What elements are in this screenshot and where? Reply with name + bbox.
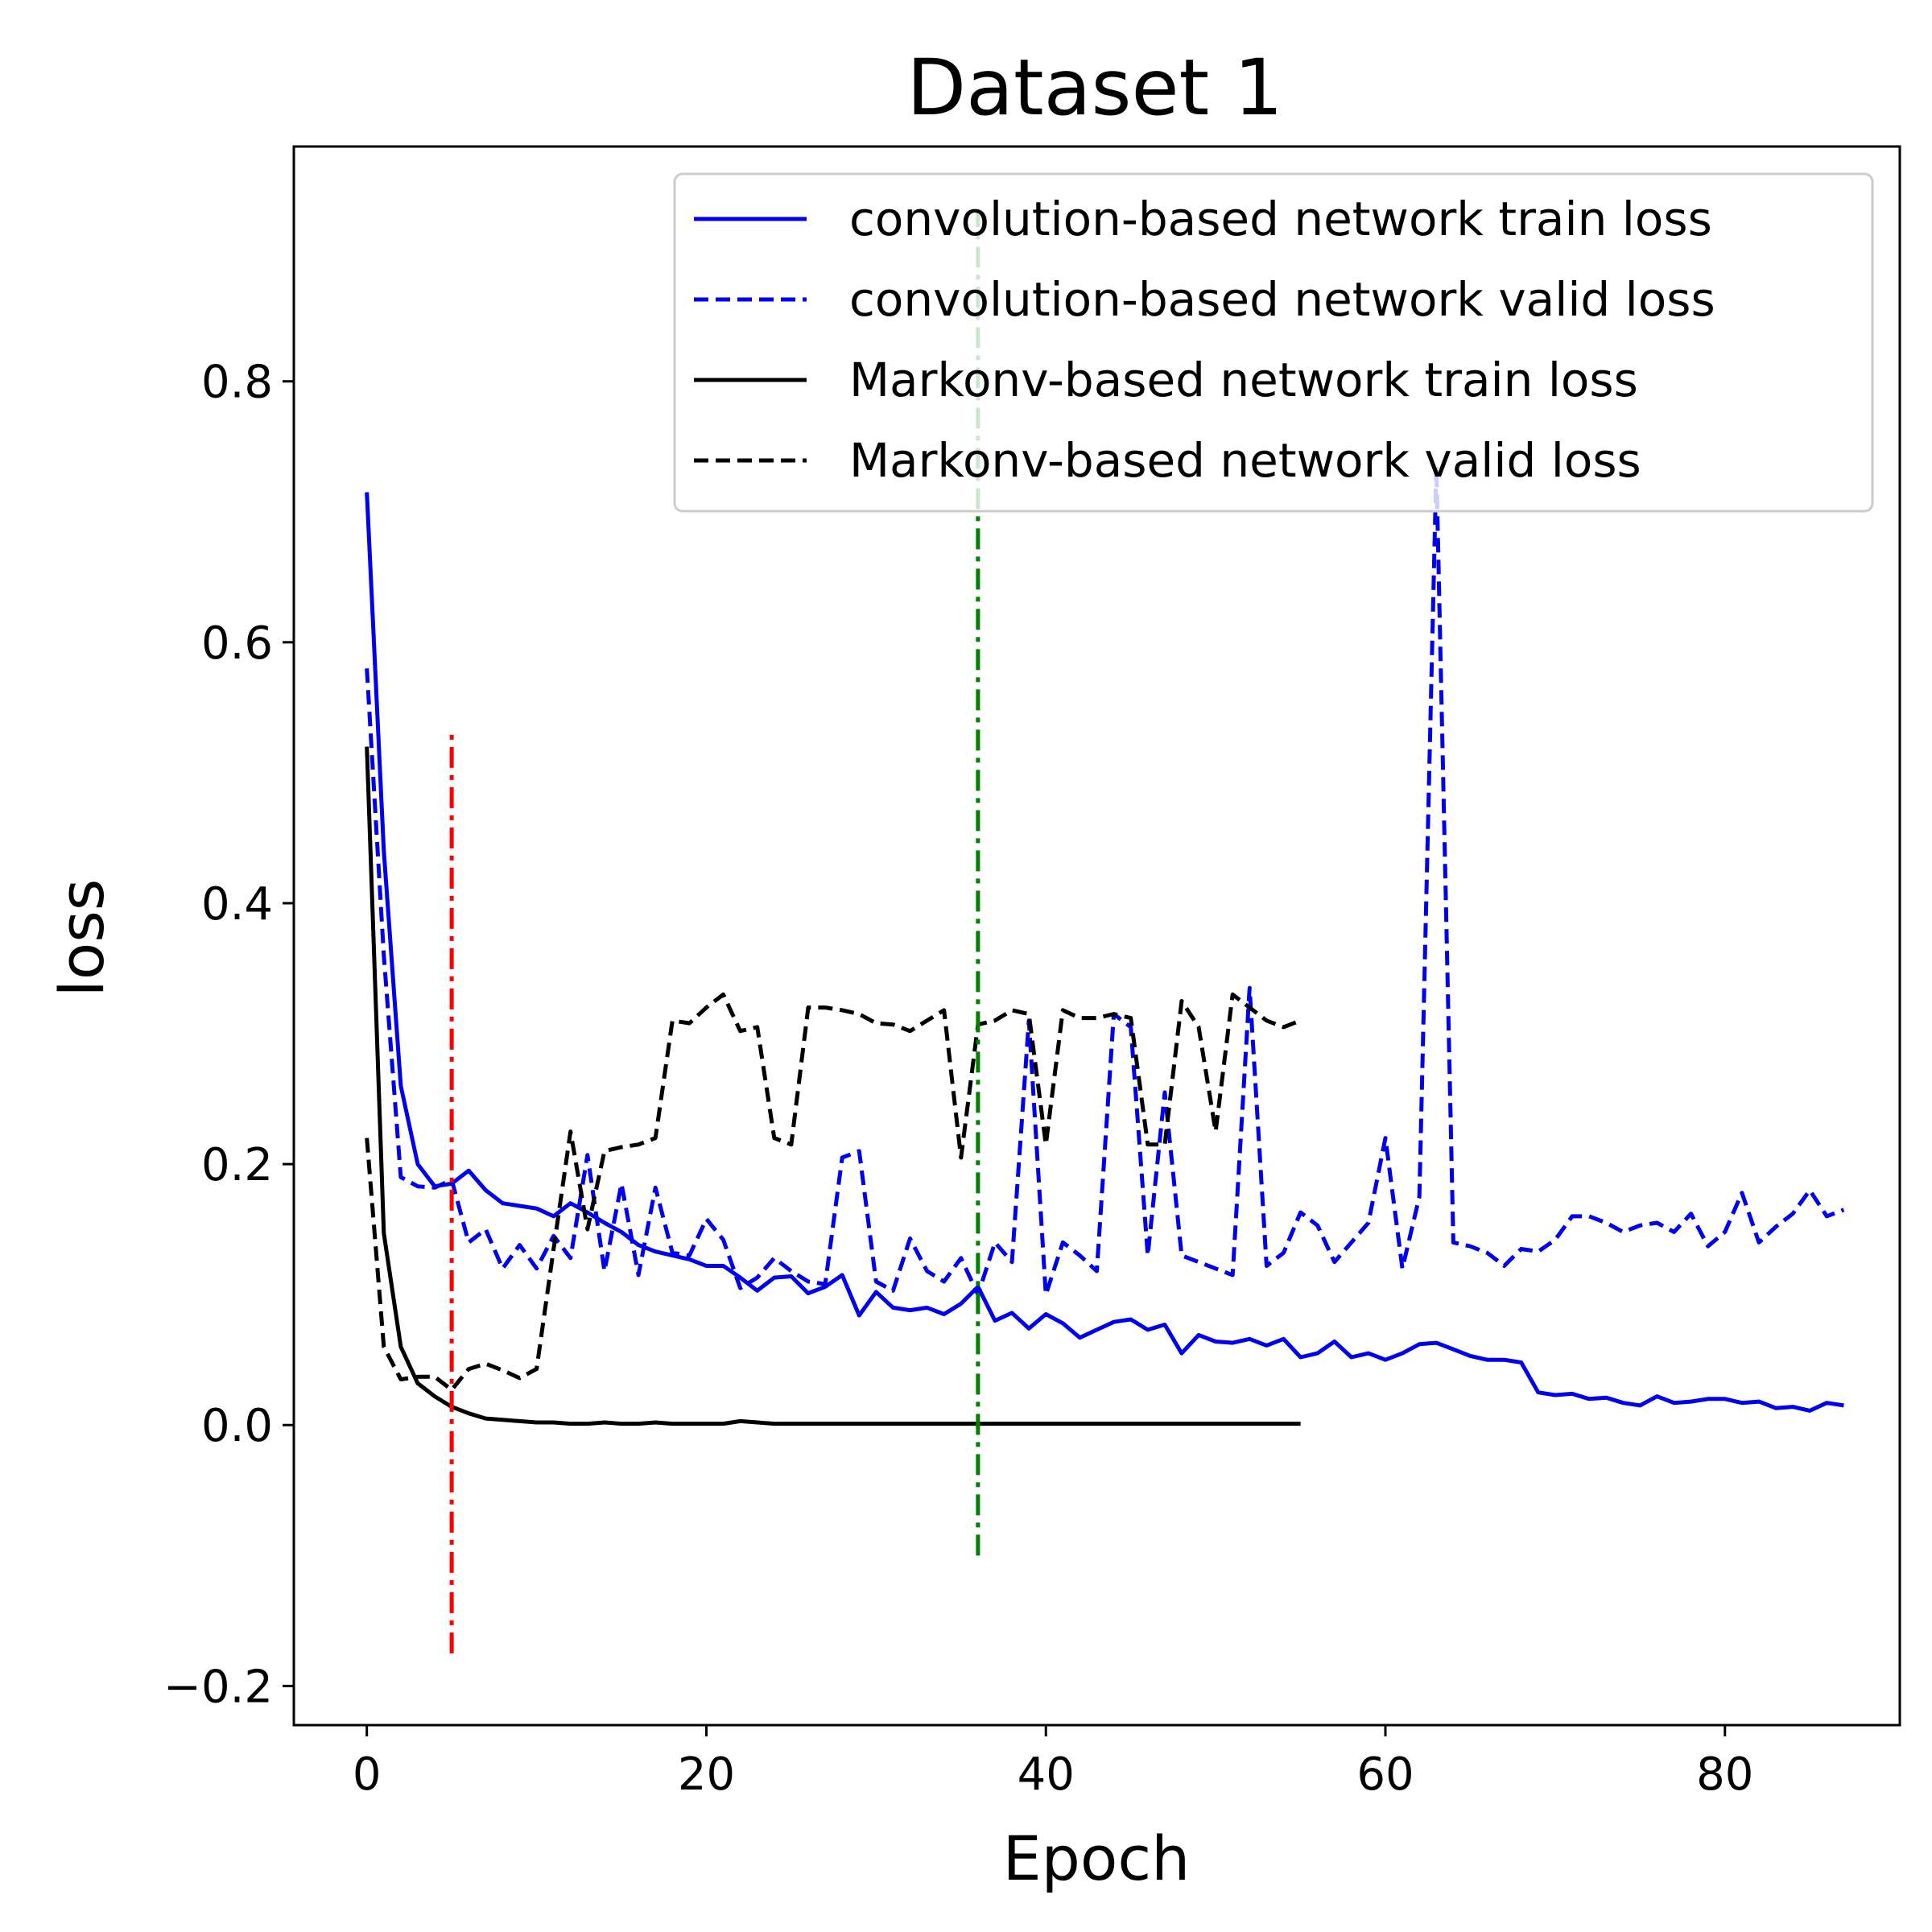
x-tick-label: 0 [353,1748,382,1801]
x-tick-label: 40 [1018,1748,1075,1801]
chart-title: Dataset 1 [906,43,1283,133]
legend-label-3: Markonv-based network train loss [849,353,1638,407]
y-tick-label: 0.0 [201,1400,273,1452]
x-tick-label: 60 [1356,1748,1414,1801]
legend-label-2: convolution-based network valid loss [849,272,1715,327]
y-axis-label: loss [46,879,118,997]
series-line-1 [365,492,1844,1413]
y-axis: −0.2 0.0 0.2 0.4 0.6 0.8 [163,357,294,1713]
x-axis: 0 20 40 60 80 [353,1725,1753,1801]
series-line-4 [365,992,1302,1392]
series-line-3 [365,746,1301,1426]
x-axis-label: Epoch [1003,1823,1191,1894]
legend: convolution-based network train loss conv… [673,172,1874,513]
x-tick-label: 80 [1696,1748,1753,1801]
x-tick-label: 20 [678,1748,735,1801]
y-tick-label: 0.4 [201,878,273,931]
y-tick-label: −0.2 [163,1661,273,1713]
plot-frame [292,145,1901,1727]
legend-label-1: convolution-based network train loss [849,192,1712,246]
legend-box [673,172,1874,513]
legend-label-4: Markonv-based network valid loss [849,433,1641,488]
y-tick-label: 0.2 [201,1139,273,1191]
y-tick-label: 0.8 [201,357,273,409]
plot-area [365,212,1845,1653]
series-group [365,212,1845,1653]
y-tick-label: 0.6 [201,617,273,670]
series-line-2 [365,464,1845,1297]
